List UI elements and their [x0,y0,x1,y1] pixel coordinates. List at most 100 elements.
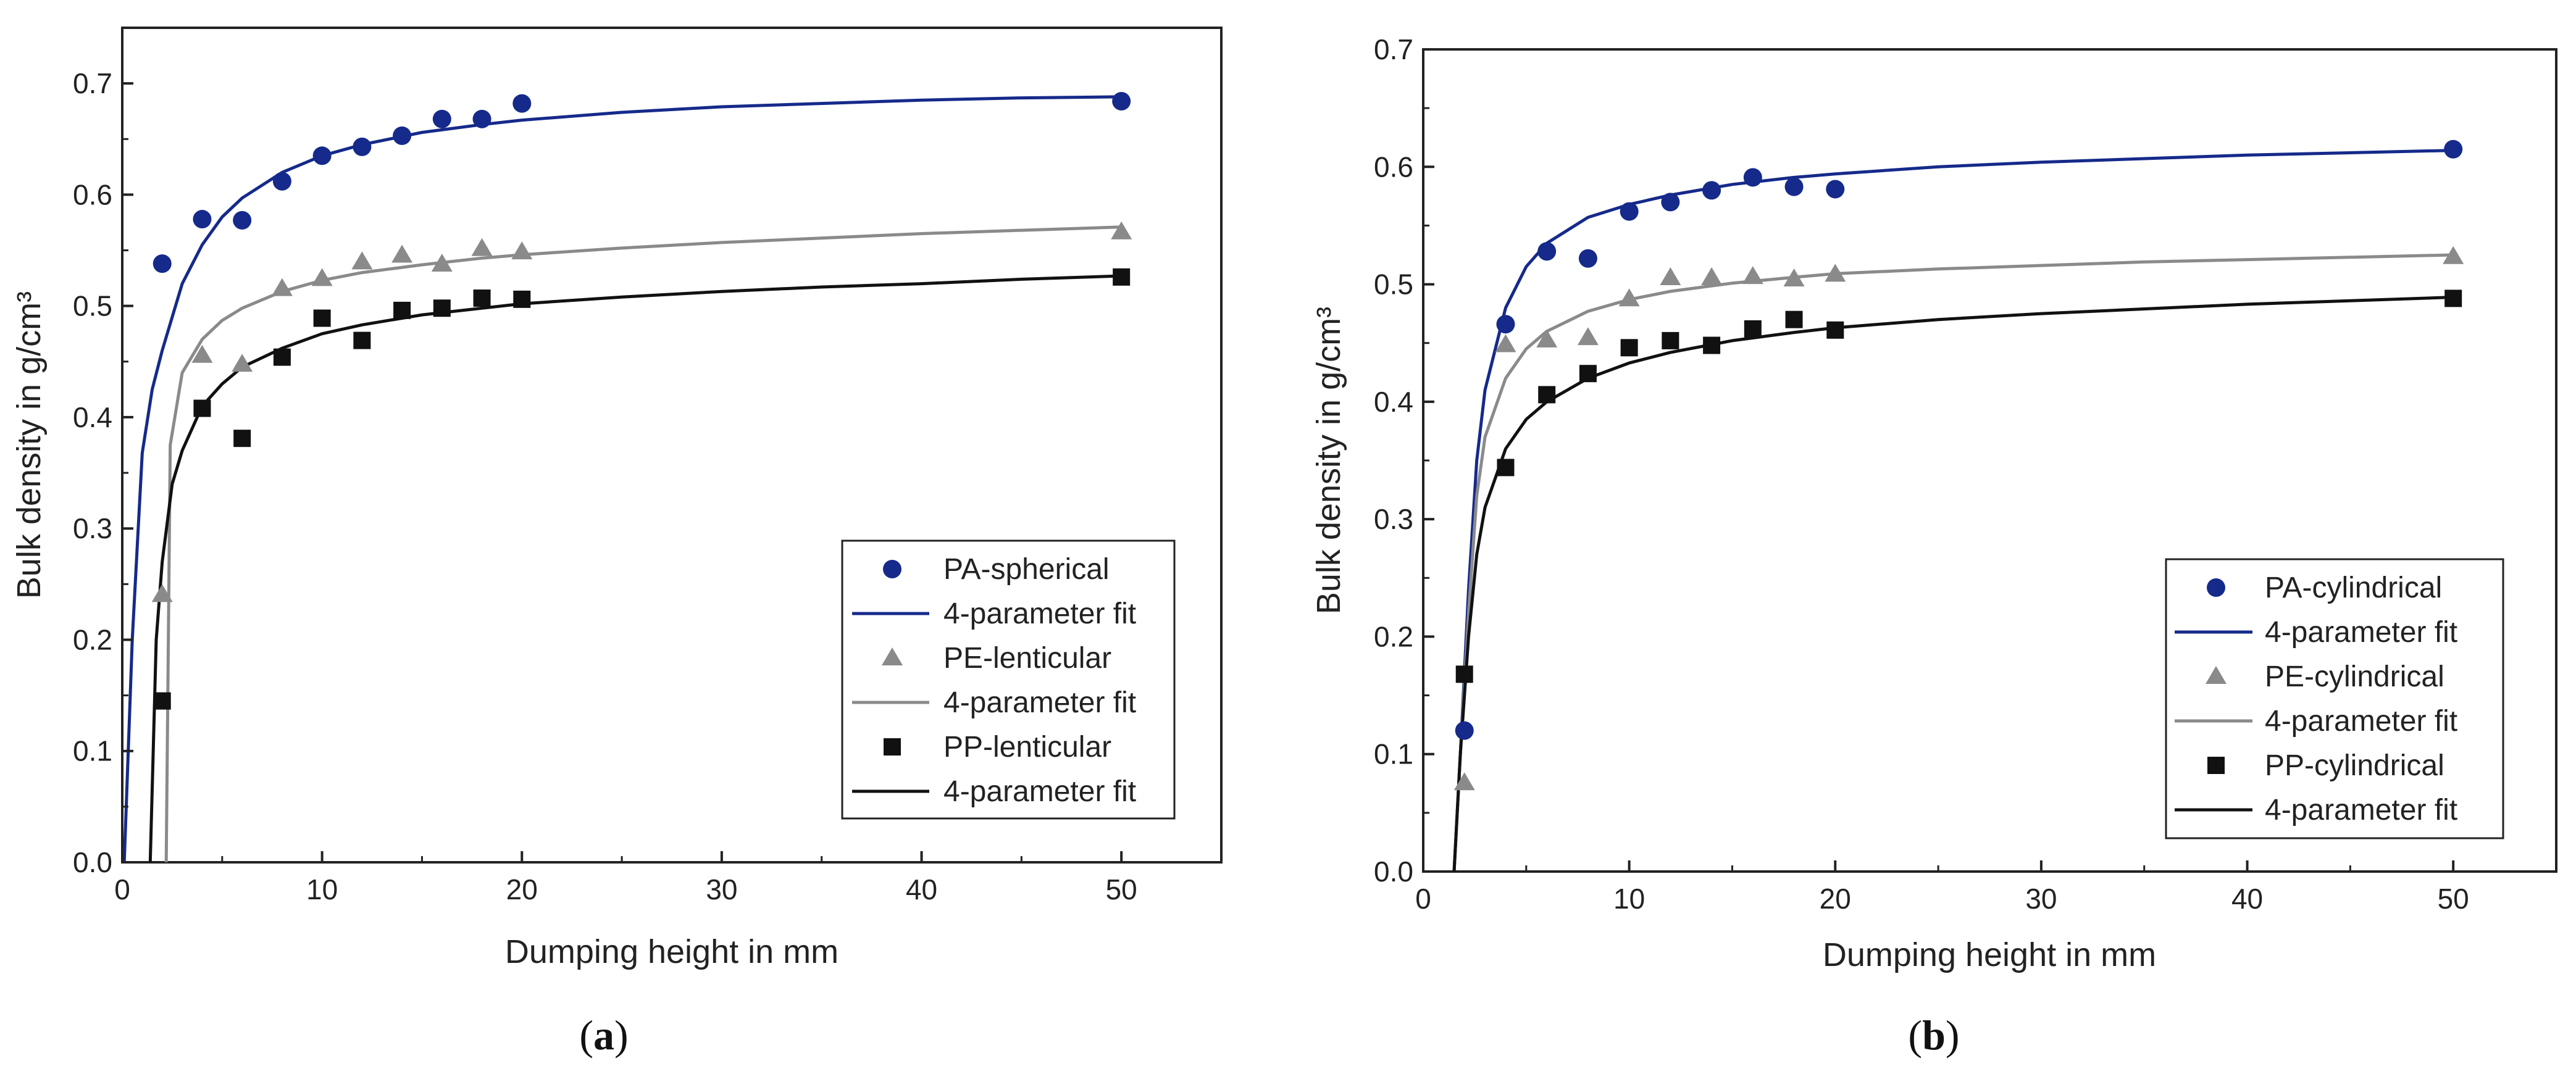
data-point-pe-cylindrical [2443,246,2464,264]
chart-panel-a: 0 10 20 30 40 50 0.0 0.1 0.2 0.3 0.4 0.5 0.6 0.7 Dump… [10,27,1223,1059]
x-tick-label-b: 30 [2025,883,2057,915]
legend-label-pa-spherical: PA-spherical [943,553,1110,586]
data-point-pp-cylindrical [1785,310,1803,328]
fit-line-pa-cylindrical [1452,149,2454,872]
data-point-pe-lenticular [232,354,253,372]
legend-label-pp-fit: 4-parameter fit [943,775,1136,808]
data-point-pa-cylindrical [1578,249,1597,268]
data-point-pa-spherical [312,146,332,165]
legend-box-a [841,539,1176,820]
data-point-pa-cylindrical [1537,242,1557,261]
data-point-pe-cylindrical [1701,267,1723,286]
y-tick-label-b: 0.4 [1374,386,1413,418]
fit-line-pe-cylindrical [1452,253,2454,872]
data-point-pa-spherical [153,254,172,273]
panel-caption-a: (a) [579,1012,628,1059]
data-point-pa-spherical [233,210,252,230]
legend-label-pa-cylindrical: PA-cylindrical [2265,572,2442,604]
y-tick-label-b: 0.6 [1374,151,1413,183]
data-point-pe-lenticular [311,268,333,286]
data-point-pp-cylindrical [2444,289,2462,307]
data-point-pe-lenticular [271,278,293,296]
data-point-pp-cylindrical [1620,339,1638,357]
data-point-pp-lenticular [313,309,331,327]
data-point-pp-lenticular [193,399,211,417]
x-axis-title-b: Dumping height in mm [1823,936,2156,973]
data-point-pp-lenticular [1113,268,1131,286]
y-tick-label-a: 0.6 [73,178,112,210]
y-tick-label-a: 0.1 [73,735,112,767]
fit-line-pp-lenticular [148,274,1122,862]
data-point-pe-lenticular [431,253,453,272]
fit-line-pp-cylindrical [1452,296,2454,872]
legend-marker-pe-lenticular [882,647,903,665]
data-point-pp-lenticular [353,331,371,349]
data-point-pp-lenticular [433,299,451,317]
data-point-pp-cylindrical [1826,321,1844,339]
data-point-pp-lenticular [153,692,171,710]
y-tick-label-a: 0.7 [73,67,112,99]
data-point-pe-lenticular [351,251,373,270]
caption-open-paren-b: ( [1908,1012,1922,1059]
data-point-pa-spherical [472,109,491,128]
x-tick-label-a: 0 [114,873,130,905]
data-point-pa-cylindrical [1702,181,1721,200]
axis-ticks-b: 0 10 20 30 40 50 0.0 0.1 0.2 0.3 0.4 0.5 0.6 0.7 [1374,33,2469,915]
data-point-pe-lenticular [471,238,493,256]
axis-ticks-a: 0 10 20 30 40 50 0.0 0.1 0.2 0.3 0.4 0.5 0.6 0.7 [73,67,1137,905]
chart-marks-b [1452,139,2464,872]
legend-label-pe-lenticular: PE-lenticular [943,642,1111,675]
data-point-pa-spherical [432,109,451,128]
chart-panel-b: 0 10 20 30 40 50 0.0 0.1 0.2 0.3 0.4 0.5 0.6 0.7 Dump… [1310,33,2557,1059]
chart-marks-a [122,91,1132,862]
legend-label-pp-cylindrical: PP-cylindrical [2265,749,2444,782]
x-tick-label-b: 0 [1415,883,1431,915]
x-tick-label-a: 10 [306,873,338,905]
data-point-pp-lenticular [513,290,531,308]
data-point-pa-cylindrical [1496,315,1515,334]
y-tick-label-b: 0.0 [1374,855,1413,888]
data-point-pp-lenticular [273,348,291,366]
data-point-pp-cylindrical [1662,331,1679,349]
y-tick-label-b: 0.3 [1374,503,1413,535]
fit-line-pe-lenticular [164,225,1122,862]
caption-close-paren-a: ) [614,1012,629,1059]
data-point-pp-lenticular [393,301,411,319]
legend-b: PA-cylindrical 4-parameter fit PE-cylind… [2165,558,2504,839]
data-point-pa-spherical [353,137,372,156]
data-point-pp-lenticular [473,289,491,307]
x-tick-label-b: 40 [2231,883,2263,915]
x-tick-label-b: 10 [1613,883,1645,915]
legend-box-b [2165,558,2504,839]
y-tick-label-a: 0.2 [73,623,112,656]
data-point-pa-spherical [193,210,212,229]
data-point-pe-lenticular [391,244,413,263]
caption-open-paren-a: ( [579,1012,593,1059]
y-tick-label-b: 0.2 [1374,620,1413,652]
caption-letter-b: b [1922,1012,1946,1059]
data-point-pp-cylindrical [1455,665,1473,683]
y-tick-label-a: 0.4 [73,401,112,433]
data-point-pe-lenticular [1111,221,1132,239]
data-point-pe-lenticular [191,344,213,363]
data-point-pe-cylindrical [1577,327,1599,346]
data-point-pa-spherical [1112,91,1131,110]
data-point-pa-cylindrical [2444,139,2463,159]
x-tick-label-b: 50 [2438,883,2469,915]
legend-marker-pp-cylindrical [2207,757,2225,774]
y-tick-label-b: 0.5 [1374,268,1413,301]
data-point-pe-cylindrical [1742,266,1763,285]
data-point-pe-cylindrical [1783,268,1805,286]
x-tick-label-a: 30 [706,873,737,905]
legend-marker-pa-spherical [883,560,901,578]
data-point-pa-cylindrical [1743,168,1762,187]
data-point-pe-lenticular [151,584,173,602]
data-point-pe-cylindrical [1453,772,1475,791]
data-point-pe-lenticular [511,241,533,260]
y-axis-title-a: Bulk density in g/cm³ [10,291,48,599]
legend-label-pa-fit: 4-parameter fit [943,597,1136,630]
legend-marker-pe-cylindrical [2206,666,2227,684]
data-point-pe-cylindrical [1536,329,1558,348]
y-tick-label-b: 0.7 [1374,33,1413,65]
